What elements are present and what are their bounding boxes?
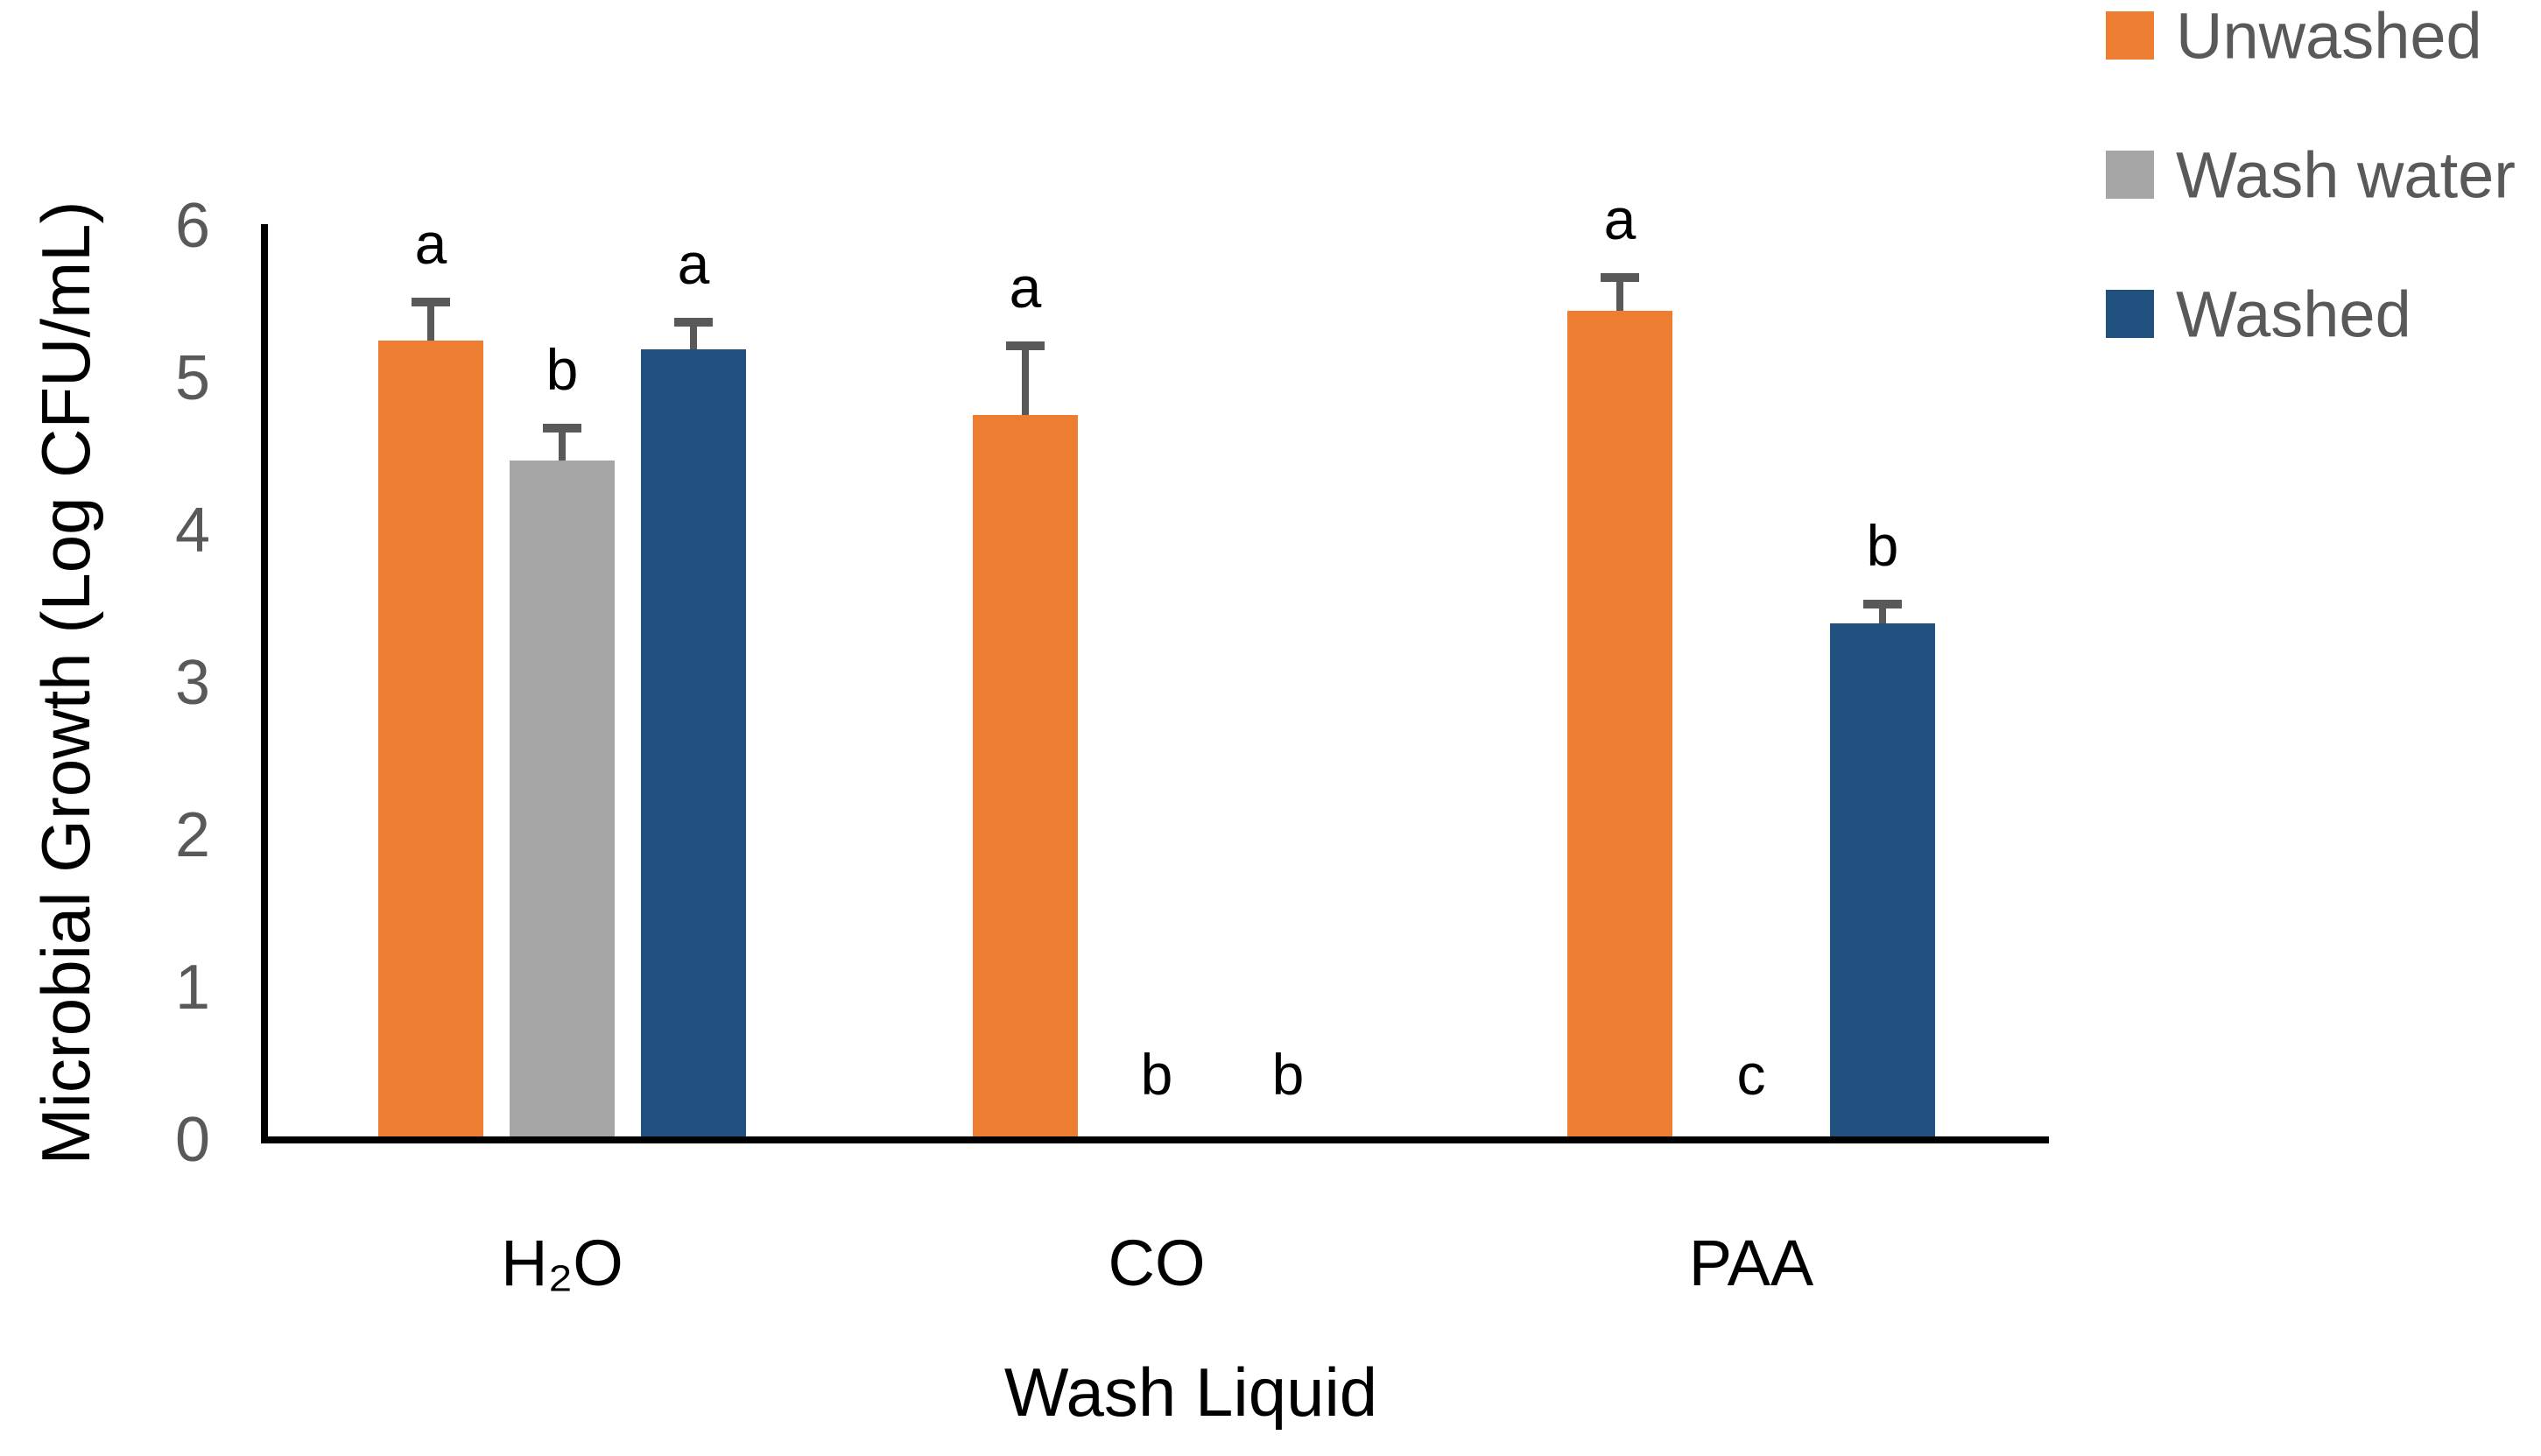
- bar-washed-1: [641, 348, 746, 1140]
- bar-unwashed-1: [378, 340, 483, 1140]
- legend-swatch-unwashed: [2106, 11, 2154, 60]
- error-bar-cap: [543, 424, 581, 433]
- x-axis-title: Wash Liquid: [1003, 1354, 1378, 1431]
- bar-unwashed-2: [973, 414, 1078, 1140]
- y-tick-label-3: 3: [174, 648, 210, 718]
- x-category-label-2: CO: [1108, 1227, 1206, 1299]
- sig-letter: a: [1009, 255, 1042, 320]
- error-bar-stem: [1616, 278, 1623, 312]
- y-tick-label-0: 0: [174, 1105, 210, 1175]
- error-bar-stem: [690, 321, 697, 349]
- y-tick-label-6: 6: [174, 191, 210, 261]
- error-bar-cap: [1006, 341, 1045, 351]
- sig-letter: b: [1140, 1042, 1173, 1107]
- legend-label-washed: Washed: [2176, 278, 2411, 351]
- y-axis-line: [261, 224, 268, 1143]
- bar-unwashed-3: [1567, 311, 1672, 1140]
- x-category-label-1: H₂O: [501, 1227, 623, 1299]
- error-bar-stem: [559, 428, 566, 461]
- sig-letter: c: [1736, 1042, 1766, 1107]
- error-bar-cap: [1863, 599, 1902, 608]
- x-axis-line: [261, 1136, 2049, 1143]
- error-bar-stem: [1022, 346, 1029, 415]
- error-bar-cap: [1601, 273, 1639, 283]
- legend-label-unwashed: Unwashed: [2176, 0, 2482, 73]
- sig-letter: b: [546, 337, 579, 403]
- error-bar-cap: [412, 298, 450, 306]
- legend-swatch-wash-water: [2106, 151, 2154, 199]
- sig-letter: a: [1603, 186, 1637, 252]
- legend: Unwashed Wash water Washed: [2101, 0, 2541, 368]
- y-tick-label-1: 1: [174, 953, 210, 1023]
- sig-letter: a: [414, 211, 447, 276]
- legend-swatch-washed: [2106, 290, 2154, 338]
- y-tick-label-2: 2: [174, 800, 210, 870]
- sig-letter: b: [1866, 512, 1899, 578]
- bar-washed-3: [1830, 623, 1935, 1140]
- x-category-label-3: PAA: [1688, 1227, 1814, 1299]
- sig-letter: a: [677, 230, 710, 296]
- error-bar-stem: [1879, 603, 1886, 624]
- y-axis-title: Microbial Growth (Log CFU/mL): [27, 200, 104, 1165]
- y-tick-label-5: 5: [174, 343, 210, 413]
- error-bar-stem: [427, 302, 434, 341]
- sig-letter: b: [1271, 1042, 1305, 1107]
- y-tick-label-4: 4: [174, 496, 210, 566]
- error-bar-cap: [674, 317, 713, 327]
- legend-label-wash-water: Wash water: [2176, 138, 2516, 212]
- bar-wash-water-1: [510, 460, 615, 1140]
